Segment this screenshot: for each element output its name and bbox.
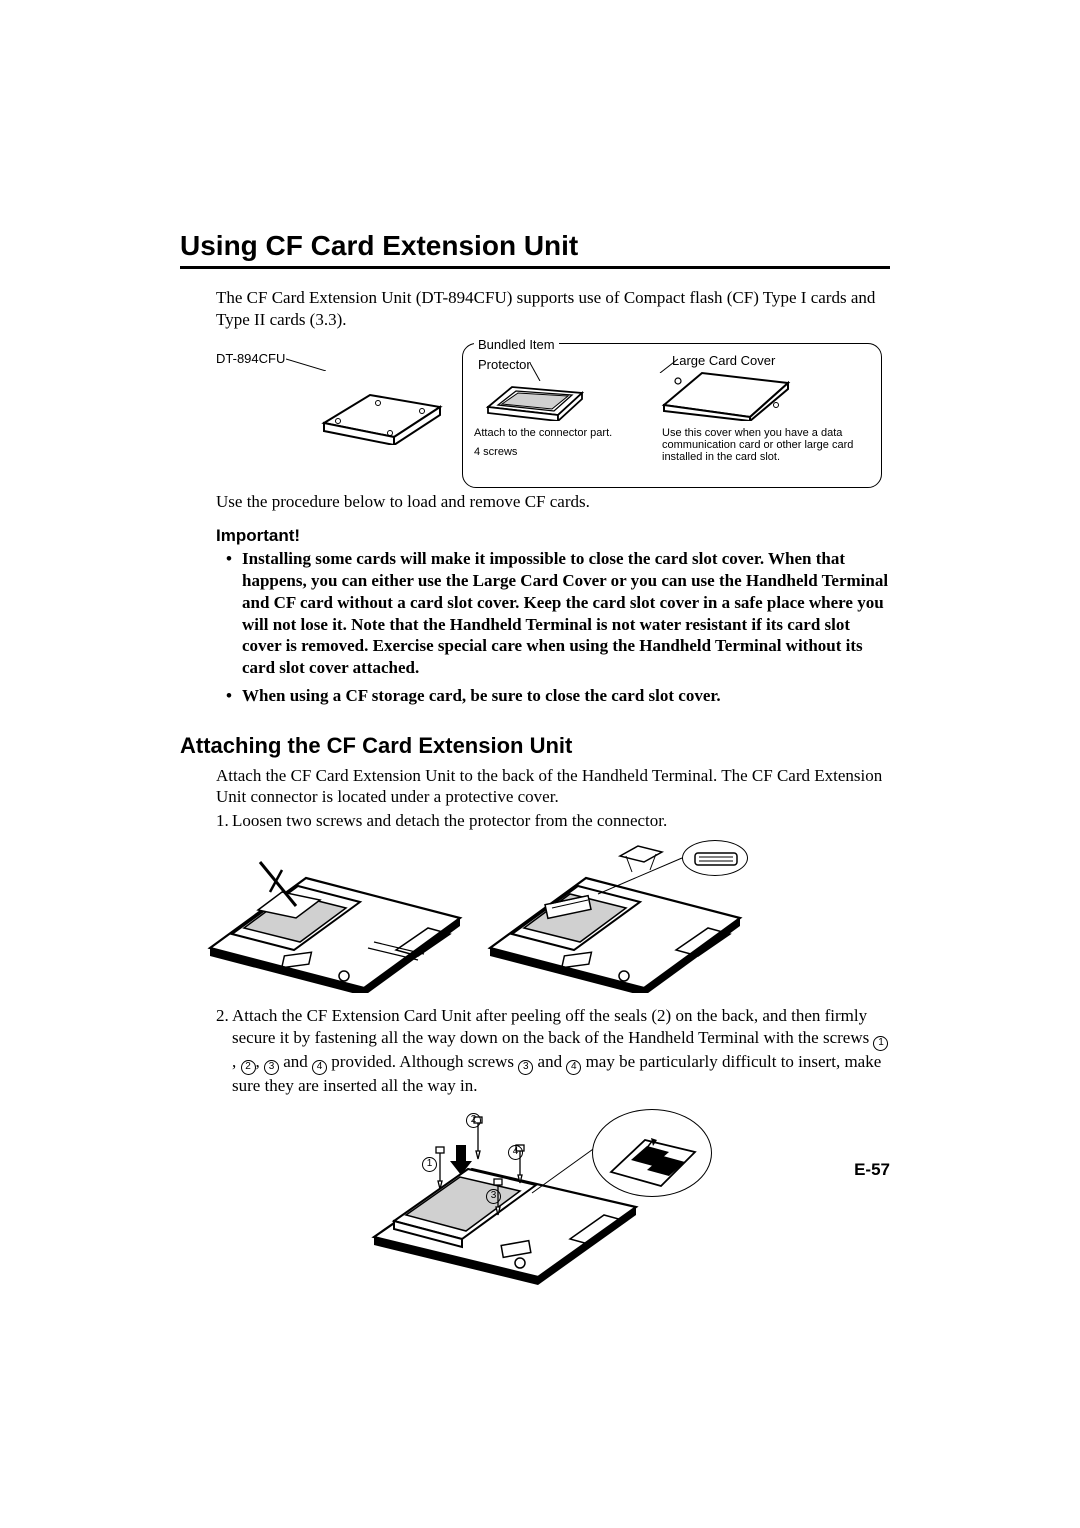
terminal-before <box>196 838 476 998</box>
circled-number-icon: 4 <box>312 1060 327 1075</box>
screw-label-2: 2 <box>466 1107 481 1128</box>
bullet-item: • Installing some cards will make it imp… <box>226 548 890 679</box>
bullet-text: When using a CF storage card, be sure to… <box>242 685 721 707</box>
bundled-items-diagram: DT-894CFU Bundled Item Protector Attach … <box>216 331 890 491</box>
circled-number-icon: 2 <box>241 1060 256 1075</box>
connector-detail-icon <box>683 841 749 877</box>
post-diagram-text: Use the procedure below to load and remo… <box>216 491 890 513</box>
circled-number-icon: 3 <box>264 1060 279 1075</box>
cover-caption: Use this cover when you have a data comm… <box>662 427 872 463</box>
seal-detail-icon <box>593 1110 713 1198</box>
screw-label-4: 4 <box>508 1139 523 1160</box>
bundle-label: Bundled Item <box>474 337 559 352</box>
protector-label: Protector <box>478 357 531 372</box>
page-title: Using CF Card Extension Unit <box>180 230 890 262</box>
step-text: Attach the CF Extension Card Unit after … <box>232 1005 890 1097</box>
dt-894cfu-label: DT-894CFU <box>216 351 285 366</box>
steps-list-2: 2. Attach the CF Extension Card Unit aft… <box>216 1005 890 1097</box>
protector-caption-line1: Attach to the connector part. <box>474 427 654 441</box>
section-intro: Attach the CF Card Extension Unit to the… <box>216 765 890 809</box>
circled-number-icon: 1 <box>873 1036 888 1051</box>
screw-label-1: 1 <box>422 1151 437 1172</box>
step-item: 2. Attach the CF Extension Card Unit aft… <box>216 1005 890 1097</box>
screw-label-3: 3 <box>486 1183 501 1204</box>
seal-detail-circle <box>592 1109 712 1197</box>
protector-caption: Attach to the connector part. 4 screws <box>474 427 654 461</box>
section-heading: Attaching the CF Card Extension Unit <box>180 733 890 759</box>
step-number: 2. <box>216 1005 232 1097</box>
important-bullets: • Installing some cards will make it imp… <box>226 548 890 706</box>
circled-number-icon: 4 <box>566 1060 581 1075</box>
large-card-cover-icon <box>656 365 796 421</box>
detail-circle <box>682 840 748 876</box>
terminal-after <box>476 838 756 998</box>
step-text: Loosen two screws and detach the protect… <box>232 810 667 832</box>
steps-list: 1. Loosen two screws and detach the prot… <box>216 810 890 832</box>
step1-diagram <box>216 838 890 1003</box>
step-item: 1. Loosen two screws and detach the prot… <box>216 810 890 832</box>
step2-diagram: 1 2 3 4 <box>360 1103 890 1293</box>
bullet-dot-icon: • <box>226 548 242 679</box>
cf-extension-unit-icon <box>312 355 452 445</box>
intro-text: The CF Card Extension Unit (DT-894CFU) s… <box>216 287 890 331</box>
title-block: Using CF Card Extension Unit <box>180 230 890 269</box>
protector-icon <box>480 377 590 421</box>
bullet-item: • When using a CF storage card, be sure … <box>226 685 890 707</box>
step-number: 1. <box>216 810 232 832</box>
protector-caption-line2: 4 screws <box>474 446 654 460</box>
important-heading: Important! <box>216 526 890 546</box>
bullet-dot-icon: • <box>226 685 242 707</box>
bullet-text: Installing some cards will make it impos… <box>242 548 890 679</box>
page-number: E-57 <box>854 1160 890 1180</box>
circled-number-icon: 3 <box>518 1060 533 1075</box>
handheld-terminal-icon <box>196 838 476 993</box>
